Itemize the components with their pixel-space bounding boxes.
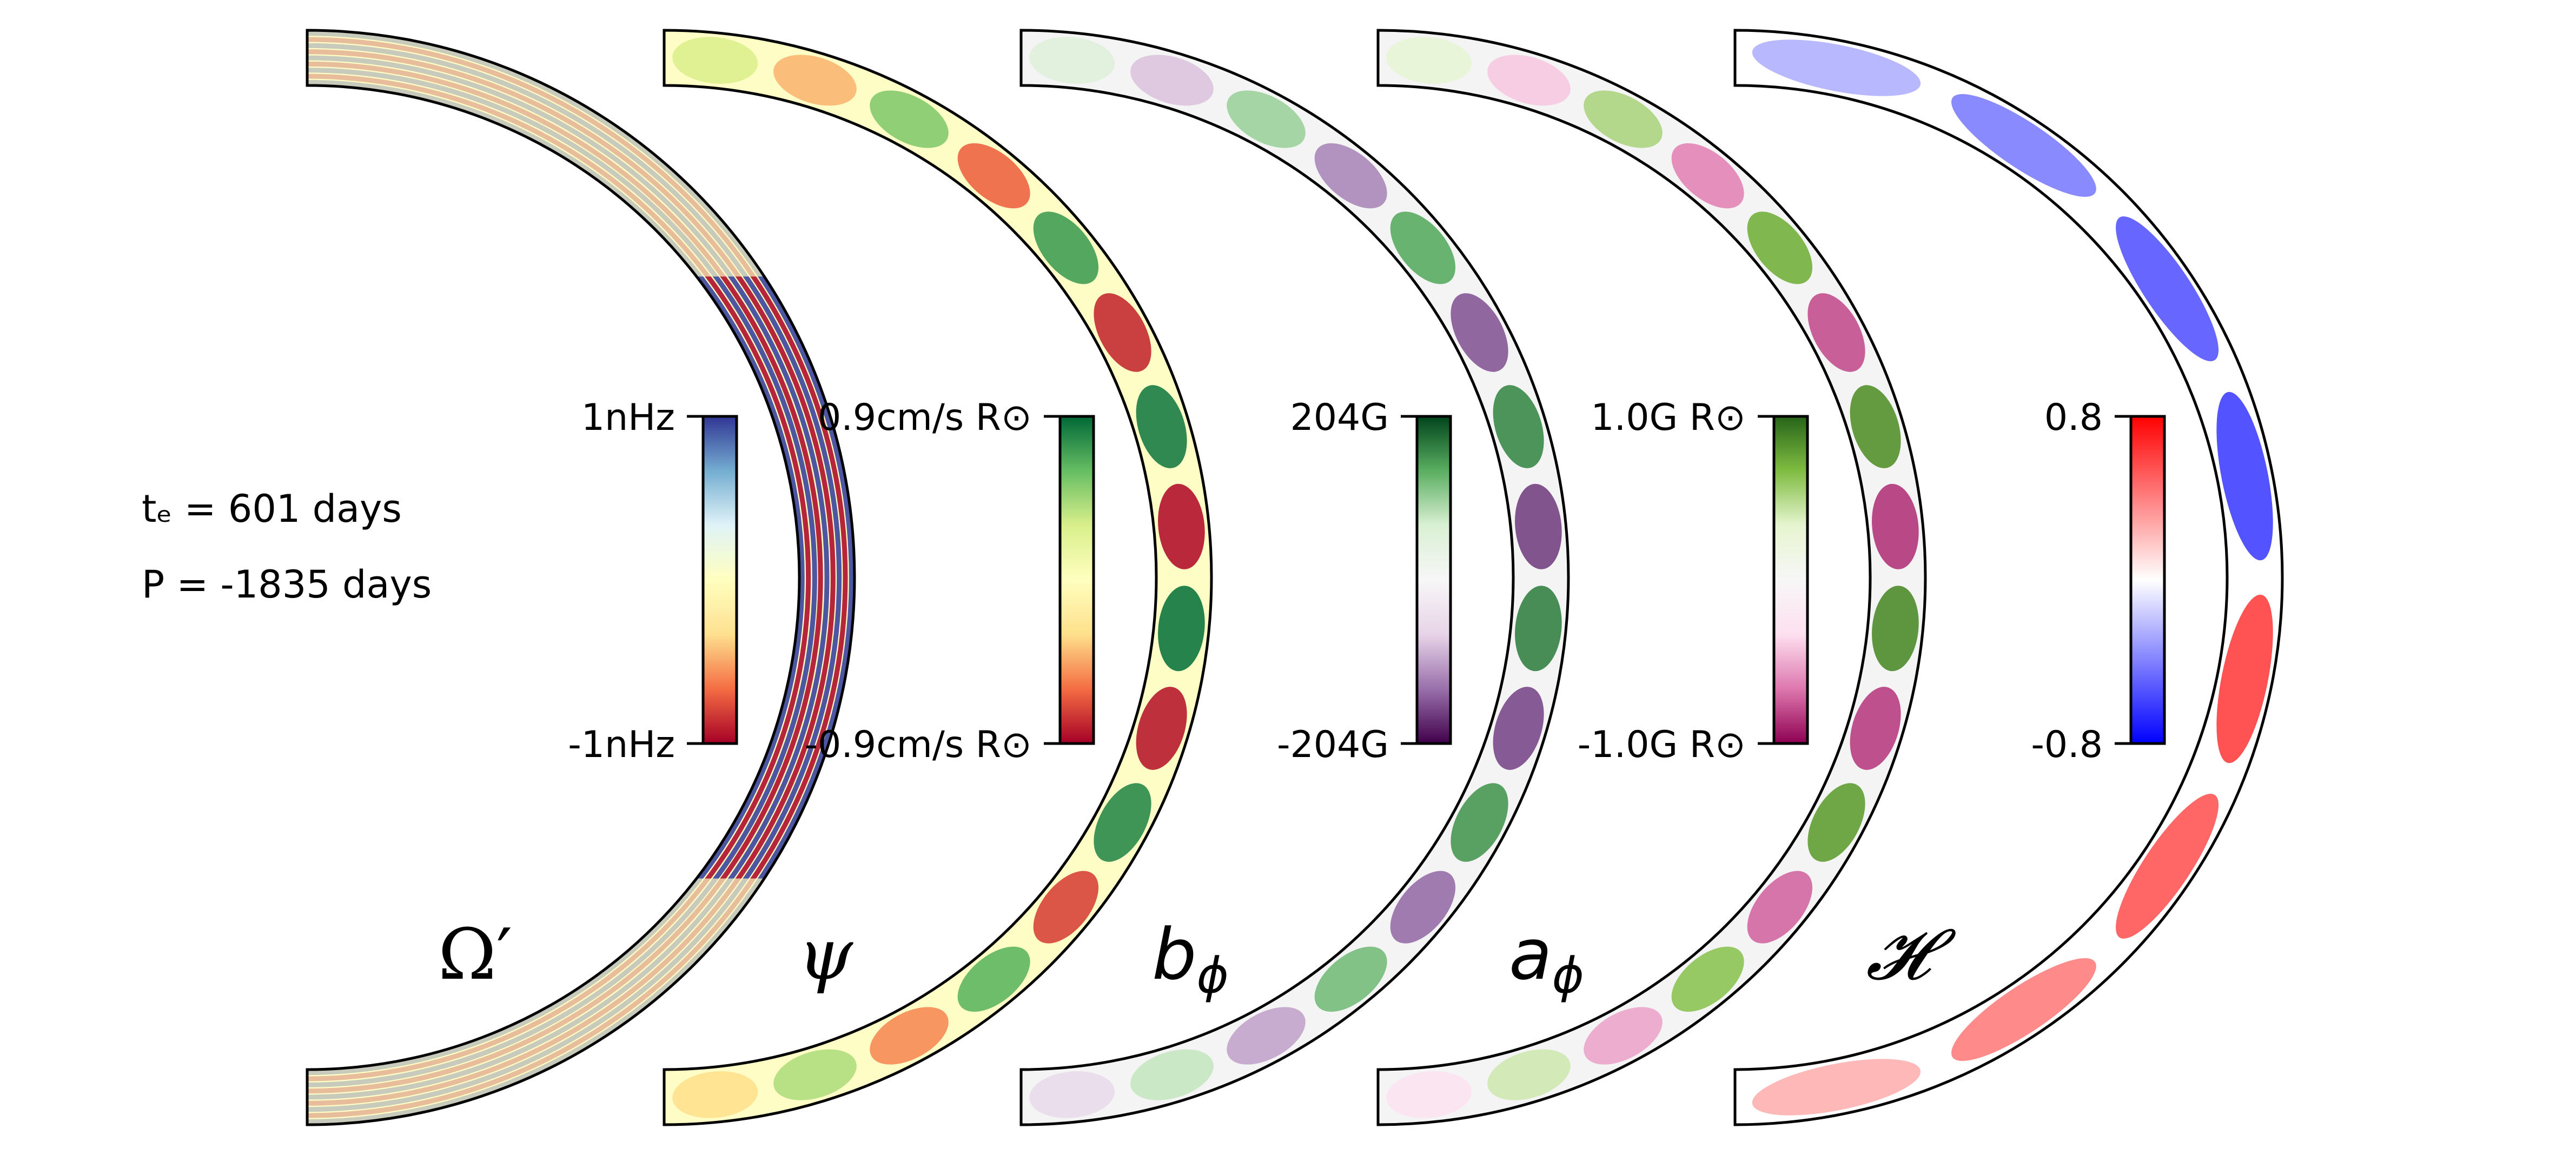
b-phi-colorbar-bottom-label: -204G — [1277, 723, 1389, 766]
panel-b-phi: 204G -204G bϕ — [1019, 29, 1570, 1126]
a-phi-field-pattern — [1386, 37, 1919, 1118]
helicity-field-pattern — [1752, 39, 2273, 1116]
omega-symbol: Ω′ — [438, 913, 512, 995]
helicity-symbol: 𝓗 — [1866, 913, 1956, 995]
a-phi-shell — [1376, 29, 1927, 1126]
a-phi-colorbar-bottom-label: -1.0G R⊙ — [1578, 723, 1746, 766]
omega-symbol-main: Ω — [438, 913, 496, 995]
panel-psi: 0.9cm/s R⊙ -0.9cm/s R⊙ ψ — [663, 29, 1213, 1126]
helicity-shell-outline — [1733, 29, 2284, 1126]
helicity-colorbar-bottom-label: -0.8 — [2031, 723, 2103, 766]
b-phi-colorbar — [1401, 415, 1452, 745]
b-phi-symbol-sub: ϕ — [1197, 947, 1229, 1004]
panel-helicity: 0.8 -0.8 𝓗 — [1733, 29, 2284, 1126]
omega-colorbar-gradient — [701, 415, 738, 745]
a-phi-colorbar — [1758, 415, 1809, 745]
b-phi-shell — [1019, 29, 1570, 1126]
b-phi-colorbar-top-label: 204G — [1290, 396, 1389, 439]
psi-symbol: ψ — [798, 913, 853, 995]
helicity-colorbar — [2115, 415, 2166, 745]
period-label: P = -1835 days — [142, 562, 432, 607]
omega-colorbar-top-label: 1nHz — [581, 396, 675, 439]
helicity-colorbar-gradient — [2129, 415, 2166, 745]
panel-a-phi: 1.0G R⊙ -1.0G R⊙ aϕ — [1376, 29, 1927, 1126]
psi-shell-outline — [663, 29, 1213, 1126]
b-phi-shell-outline — [1019, 29, 1570, 1126]
a-phi-colorbar-top-label: 1.0G R⊙ — [1591, 396, 1746, 439]
info-text: tₑ = 601 days P = -1835 days — [142, 487, 432, 607]
a-phi-symbol-main: a — [1509, 913, 1552, 995]
omega-symbol-prime: ′ — [496, 913, 513, 995]
a-phi-shell-outline — [1376, 29, 1927, 1126]
psi-shell-fill — [664, 30, 1211, 1125]
a-phi-symbol-sub: ϕ — [1552, 947, 1584, 1004]
helicity-shell-fill — [1735, 30, 2282, 1125]
psi-colorbar-top-label: 0.9cm/s R⊙ — [818, 396, 1032, 439]
b-phi-symbol: bϕ — [1152, 913, 1229, 1004]
a-phi-shell-fill — [1378, 30, 1925, 1125]
psi-shell — [663, 29, 1213, 1126]
omega-colorbar-bottom-label: -1nHz — [568, 723, 675, 766]
omega-colorbar — [687, 415, 738, 745]
a-phi-symbol: aϕ — [1509, 913, 1584, 1004]
helicity-colorbar-top-label: 0.8 — [2044, 396, 2103, 439]
b-phi-colorbar-gradient — [1415, 415, 1452, 745]
a-phi-colorbar-gradient — [1772, 415, 1809, 745]
psi-colorbar — [1044, 415, 1095, 745]
elapsed-time-label: tₑ = 601 days — [142, 487, 402, 531]
psi-colorbar-gradient — [1058, 415, 1095, 745]
psi-symbol-main: ψ — [798, 913, 853, 995]
psi-colorbar-bottom-label: -0.9cm/s R⊙ — [805, 723, 1032, 766]
helicity-shell — [1733, 29, 2284, 1126]
b-phi-shell-fill — [1021, 30, 1568, 1125]
omega-shell-outline — [306, 29, 856, 1126]
helicity-symbol-main: 𝓗 — [1866, 913, 1956, 995]
b-phi-field-pattern — [1029, 37, 1562, 1118]
b-phi-symbol-main: b — [1152, 913, 1197, 995]
psi-field-pattern — [672, 37, 1205, 1118]
